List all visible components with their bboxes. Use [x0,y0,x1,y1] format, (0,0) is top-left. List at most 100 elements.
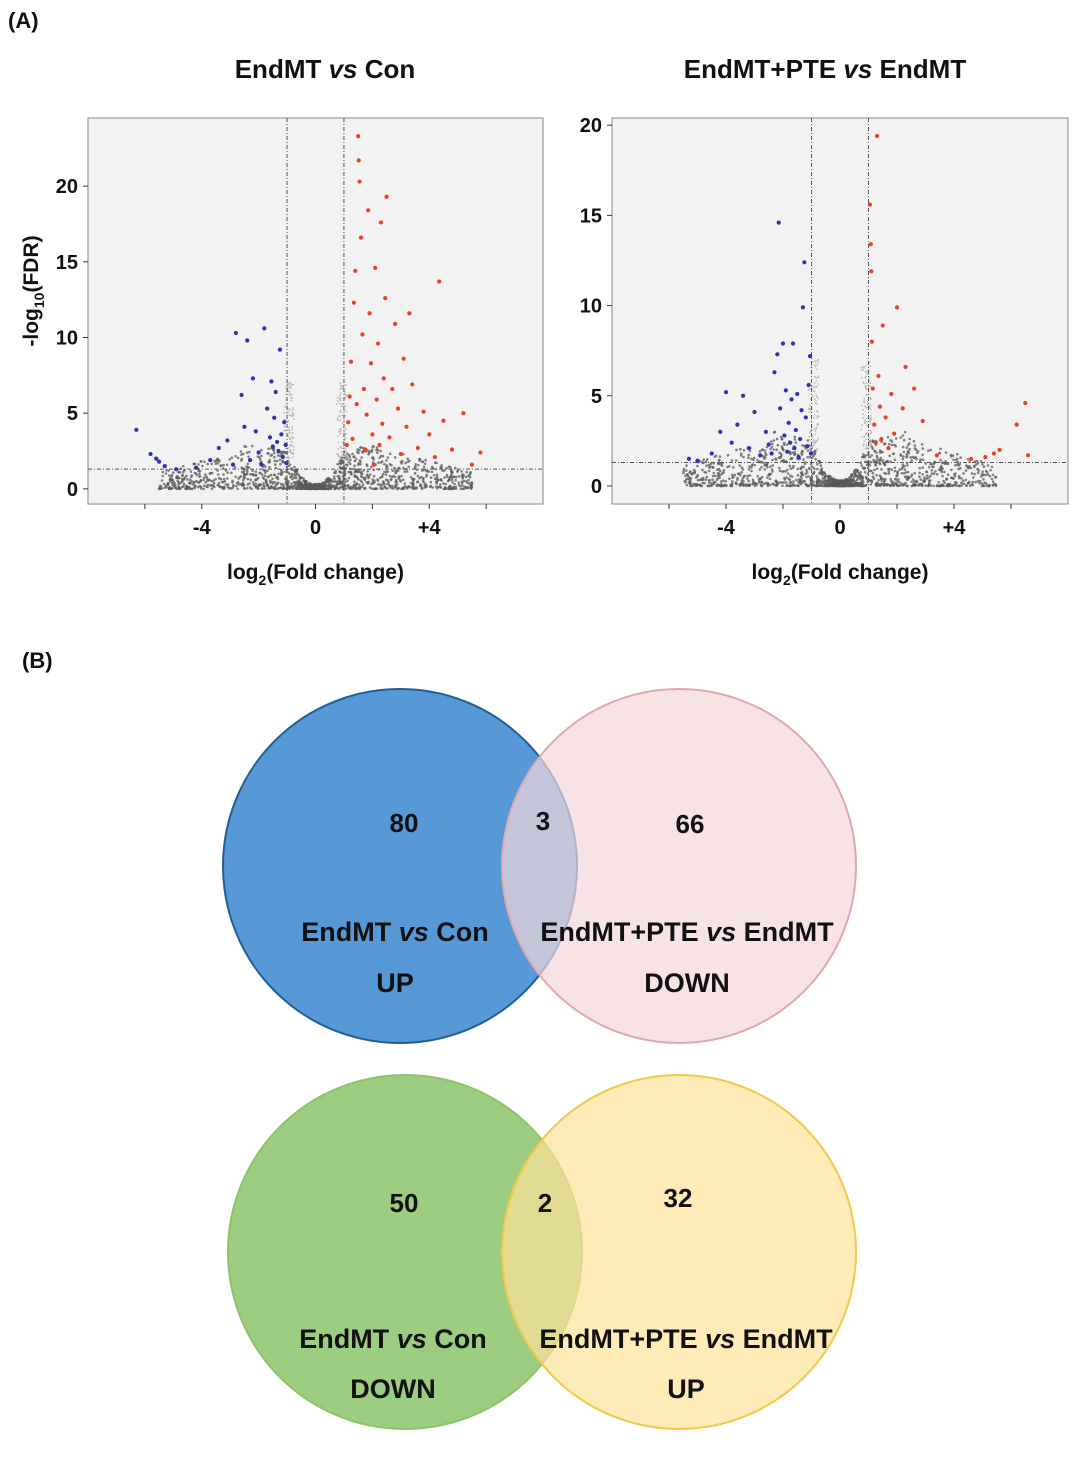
ns-point [763,456,767,459]
ns-point [336,419,339,422]
ns-point [385,459,388,462]
ns-point [203,460,206,464]
ns-point [193,462,196,466]
ns-point [949,476,953,480]
ns-point [442,482,445,485]
down-point [275,439,280,445]
ns-point [814,449,817,453]
ns-point [273,455,276,459]
ns-point [786,468,789,472]
ns-point [943,481,946,484]
ns-point [266,469,269,473]
ns-point [419,483,422,486]
ns-point [804,482,807,486]
up-point [398,451,403,457]
ns-point [293,465,296,469]
ns-point [760,448,764,452]
ns-point [925,470,928,474]
down-point [695,458,700,463]
panel-b-label: (B) [22,648,53,673]
ns-point [357,462,360,465]
ns-point [890,483,894,487]
ns-point [802,465,805,469]
down-point [174,467,179,472]
ns-point [339,457,341,459]
ns-point [817,397,819,400]
ns-point [295,469,299,472]
ns-point [464,480,468,483]
ns-point [278,458,282,462]
ns-point [981,463,984,466]
ns-point [373,480,376,484]
ns-point [808,388,811,390]
ns-point [359,460,362,464]
down-point [284,461,289,466]
ns-point [932,465,935,469]
ns-point [429,484,433,488]
ns-point [756,458,759,462]
ns-point [701,468,704,472]
ns-point [162,482,166,486]
ns-point [978,481,981,485]
ns-point [869,429,872,432]
ns-point [322,487,325,490]
ns-point [364,476,367,479]
ns-point [927,476,930,480]
ns-point [287,456,290,458]
ns-point [402,485,406,489]
ns-point [291,441,293,443]
ns-point [766,481,769,485]
ns-point [327,476,330,480]
ns-point [258,483,262,486]
ns-point [339,388,342,390]
ns-point [912,480,916,483]
ns-point [711,465,715,469]
ns-point [254,473,258,477]
ns-point [771,464,775,467]
ns-point [334,471,337,475]
ns-point [267,451,270,455]
ns-point [808,438,811,441]
ns-point [895,483,899,487]
y-tick-label: 5 [591,386,602,408]
ns-point [880,468,883,471]
ns-point [734,481,738,484]
up-point [361,386,366,392]
ns-point [371,478,374,482]
venn-1-left-count: 80 [390,808,419,838]
ns-point [868,455,872,459]
ns-point [424,482,427,486]
ns-point [328,479,332,482]
ns-point [910,480,913,484]
ns-point [869,432,872,435]
ns-point [189,470,193,473]
ns-point [408,459,411,463]
ns-point [287,410,290,413]
ns-point [908,437,911,441]
ns-point [353,464,356,468]
ns-point [928,479,932,482]
venn-2-overlap-count: 2 [538,1188,552,1218]
ns-point [760,465,763,469]
ns-point [450,478,454,482]
ns-point [716,477,720,480]
ns-point [358,483,361,487]
ns-point [789,467,793,470]
ns-point [925,474,929,477]
ns-point [970,483,974,486]
y-tick-label: 10 [56,327,78,349]
ns-point [345,394,348,397]
down-point [162,464,167,469]
ns-point [862,369,864,372]
ns-point [896,480,900,483]
ns-point [911,478,915,481]
ns-point [333,487,337,491]
ns-point [220,480,224,484]
ns-point [188,478,192,482]
ns-point [238,475,242,479]
plot-area [611,117,1069,505]
ns-point [354,457,358,461]
ns-point [241,481,245,485]
ns-point [379,486,382,490]
ns-point [361,472,364,476]
